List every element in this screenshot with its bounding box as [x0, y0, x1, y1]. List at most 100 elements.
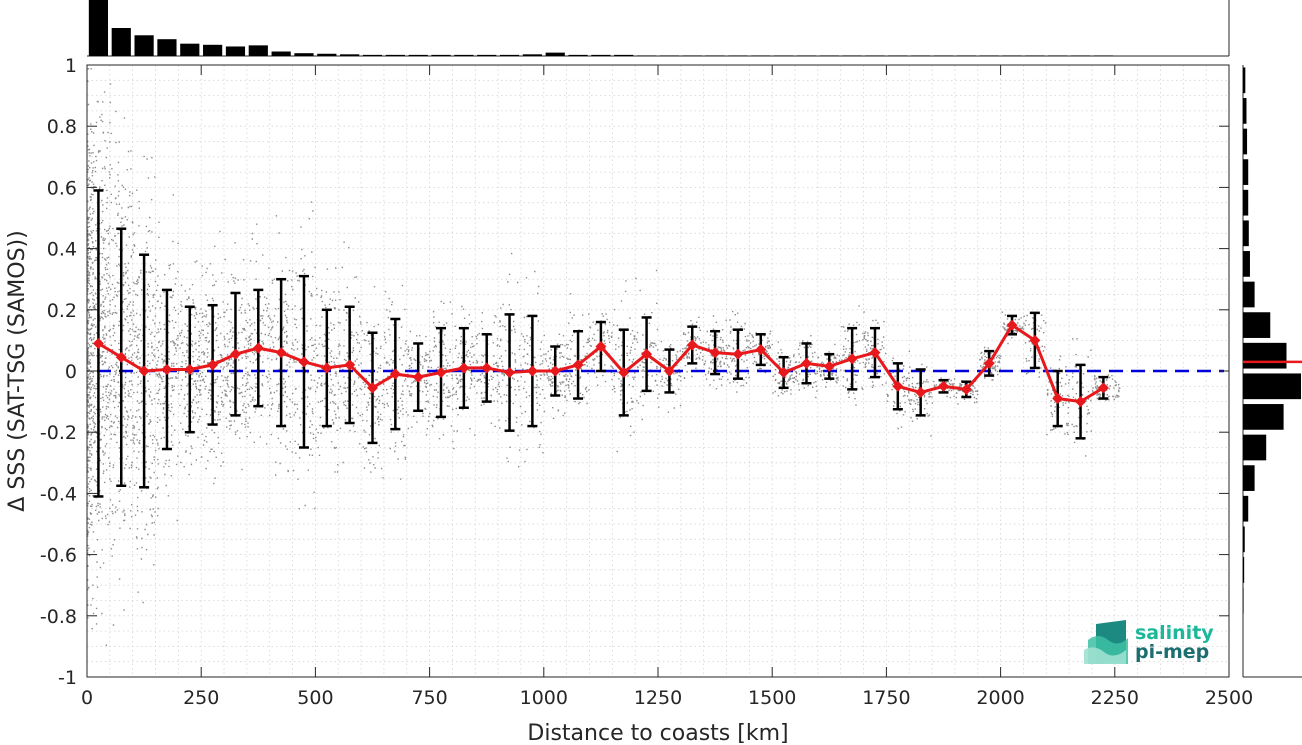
top-histogram-bar [568, 54, 588, 56]
top-histogram-bar [477, 54, 497, 56]
mean-marker [298, 356, 310, 368]
mean-marker [778, 367, 790, 379]
right-histogram-bar [1243, 189, 1249, 216]
y-tick-label: -0.2 [40, 422, 77, 444]
x-tick-label: 2250 [1091, 687, 1139, 709]
mean-marker [184, 363, 196, 375]
top-histogram-bar [271, 51, 291, 56]
top-histogram-bar [659, 55, 680, 56]
right-histogram-bar [1243, 587, 1244, 614]
top-histogram-bar [774, 55, 794, 56]
mean-marker [983, 357, 995, 369]
top-histogram-bar [1048, 55, 1068, 56]
mean-marker [549, 365, 561, 377]
mean-marker [915, 386, 927, 398]
mean-marker [161, 363, 173, 375]
top-histogram-bar [454, 54, 474, 56]
top-histogram-bar [1002, 55, 1022, 56]
scatter-cloud [87, 68, 1121, 646]
top-histogram-bar [728, 55, 748, 56]
top-histogram-bar [248, 45, 268, 56]
x-tick-label: 500 [297, 687, 333, 709]
top-histogram-bar [203, 44, 223, 56]
mean-marker [846, 353, 858, 365]
mean-marker [389, 368, 401, 380]
mean-marker [252, 342, 264, 354]
mean-marker [755, 344, 767, 356]
x-tick-label: 2000 [976, 687, 1024, 709]
top-histogram-bar [499, 54, 520, 56]
y-tick-label: 0.4 [47, 239, 77, 261]
right-histogram-bar [1243, 557, 1245, 583]
mean-marker [618, 367, 630, 379]
right-histogram-bar [1243, 526, 1245, 553]
mean-marker [892, 380, 904, 392]
top-histogram-bar [522, 54, 542, 56]
mean-marker [1006, 319, 1018, 331]
right-histogram-bar [1243, 128, 1248, 155]
x-tick-label: 1000 [520, 687, 568, 709]
mean-marker [275, 347, 287, 359]
top-histogram-bar [408, 54, 428, 56]
right-histogram-bar [1243, 251, 1250, 277]
mean-marker [92, 337, 104, 349]
top-histogram-bar [819, 55, 839, 56]
mean-marker [869, 347, 881, 359]
right-histogram-bar [1243, 404, 1284, 430]
top-histogram-bar [614, 54, 634, 56]
top-histogram-bar [225, 46, 246, 56]
mean-marker [1052, 393, 1064, 405]
x-axis-label: Distance to coasts [km] [527, 721, 788, 745]
top-histogram-bar [134, 35, 154, 56]
top-histogram-bar [705, 55, 725, 56]
mean-marker [435, 367, 447, 379]
x-tick-label: 0 [81, 687, 93, 709]
y-tick-label: -1 [58, 667, 77, 689]
top-histogram-bar [362, 54, 383, 56]
top-histogram-bar [933, 55, 954, 56]
right-histogram-bar [1243, 159, 1249, 185]
right-histogram-bar [1243, 465, 1255, 491]
mean-marker [504, 367, 516, 379]
x-axis-ticks: 0 250 500 750 1000 1250 1500 1750 2000 2250 2500 [81, 65, 1253, 709]
top-histogram-bar [385, 54, 405, 56]
scatter-points [87, 68, 1121, 646]
top-histogram-bar [751, 55, 771, 56]
top-histogram-bar [317, 53, 337, 56]
salinity-pi-mep-logo: salinity pi-mep [1084, 620, 1214, 664]
top-histogram [87, 0, 1230, 57]
top-histogram-bar [865, 55, 885, 56]
mean-marker [709, 347, 721, 359]
top-histogram-bar [911, 55, 931, 56]
y-tick-label: 0.2 [47, 300, 77, 322]
x-tick-label: 1750 [862, 687, 910, 709]
x-tick-label: 250 [183, 687, 219, 709]
top-histogram-bar [545, 52, 565, 56]
y-axis-label: Δ SSS (SAT-TSG (SAMOS)) [5, 230, 30, 511]
mean-marker [321, 362, 333, 374]
mean-marker [686, 339, 698, 351]
mean-marker [960, 383, 972, 395]
mean-marker [481, 362, 493, 374]
mean-marker [526, 365, 538, 377]
mean-marker [641, 348, 653, 360]
top-histogram-bar [796, 55, 817, 56]
mean-marker [732, 348, 744, 360]
mean-marker [572, 359, 584, 371]
right-histogram-bar [1243, 312, 1271, 338]
x-tick-label: 750 [411, 687, 447, 709]
right-histogram-bar [1243, 281, 1255, 308]
x-tick-label: 1250 [634, 687, 682, 709]
top-histogram-bar [431, 54, 451, 56]
top-histogram-bar [636, 55, 657, 56]
mean-markers [92, 319, 1109, 408]
mean-marker [115, 351, 127, 363]
mean-marker [344, 359, 356, 371]
top-histogram-bar [294, 53, 314, 56]
top-histogram-bar [888, 55, 908, 56]
y-tick-label: 0 [65, 361, 77, 383]
wave-icon [1084, 620, 1128, 664]
right-histogram-bar [1243, 67, 1246, 94]
right-histogram-bar [1243, 98, 1247, 124]
